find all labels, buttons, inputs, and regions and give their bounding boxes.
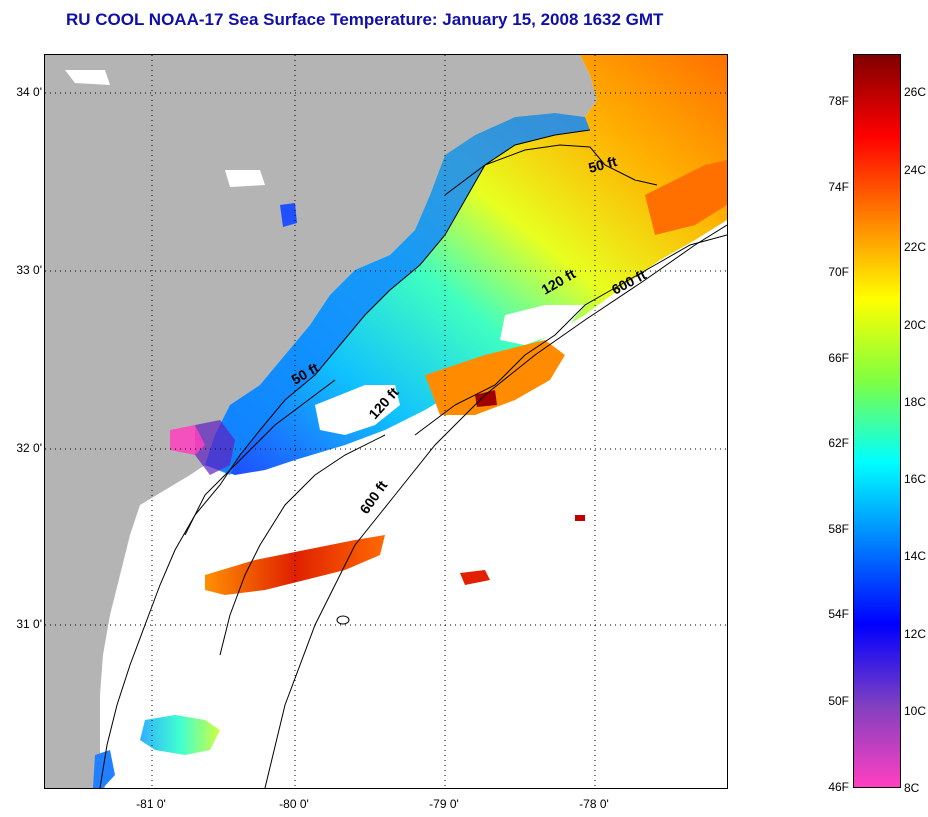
- map-title: RU COOL NOAA-17 Sea Surface Temperature:…: [66, 10, 664, 29]
- colorbar-label-46f: 46F: [828, 780, 849, 794]
- colorbar-label-8c: 8C: [904, 781, 920, 795]
- sst-warm-patch-ne: [645, 160, 727, 235]
- colorbar-label-20c: 20C: [904, 318, 927, 332]
- lat-label-32: 32 0': [16, 441, 42, 455]
- sst-warm-filament-2: [460, 570, 490, 585]
- lat-label-31: 31 0': [16, 617, 42, 631]
- isobath-120ft: [414, 234, 727, 436]
- graticule: [45, 55, 727, 788]
- colorbar-label-70f: 70F: [828, 265, 849, 279]
- colorbar-label-12c: 12C: [904, 627, 927, 641]
- isobath-50ft-south: [184, 379, 336, 536]
- lat-label-34: 34 0': [16, 85, 42, 99]
- temperature-colorbar: [853, 54, 901, 788]
- sst-magenta-patch: [170, 425, 205, 455]
- lon-label-80: -80 0': [279, 797, 309, 811]
- colorbar-label-22c: 22C: [904, 240, 927, 254]
- colorbar-label-78f: 78F: [828, 94, 849, 108]
- lon-label-81: -81 0': [136, 797, 166, 811]
- inland-speckle: [65, 70, 110, 85]
- land-mass: [45, 55, 597, 788]
- colorbar-label-66f: 66F: [828, 351, 849, 365]
- sst-map-canvas: 50 ft 120 ft 600 ft 50 ft 120 ft 600 ft: [45, 55, 727, 788]
- inland-speckle-2: [225, 170, 265, 187]
- colorbar-label-62f: 62F: [828, 436, 849, 450]
- isobath-120ft-south: [219, 434, 386, 656]
- colorbar-label-24c: 24C: [904, 163, 927, 177]
- sst-warm-dot: [575, 515, 585, 521]
- sst-cool-patch-south: [140, 715, 220, 755]
- sst-purple-patch: [195, 420, 235, 475]
- lon-label-79: -79 0': [429, 797, 459, 811]
- colorbar-label-26c: 26C: [904, 85, 927, 99]
- cloud-hole: [315, 385, 400, 435]
- colorbar-label-14c: 14C: [904, 549, 927, 563]
- lon-label-78: -78 0': [579, 797, 609, 811]
- cloud-hole-2: [500, 305, 585, 345]
- colorbar-label-74f: 74F: [828, 180, 849, 194]
- colorbar-label-58f: 58F: [828, 522, 849, 536]
- isobath-50ft: [444, 144, 658, 196]
- colorbar-label-50f: 50F: [828, 694, 849, 708]
- coastline: [99, 129, 591, 788]
- seamount-contour: [336, 615, 350, 625]
- colorbar-label-18c: 18C: [904, 395, 927, 409]
- sst-map: 50 ft 120 ft 600 ft 50 ft 120 ft 600 ft: [44, 54, 728, 789]
- isobath-label-50ft-north: 50 ft: [587, 153, 619, 176]
- sst-cool-patch-sw: [93, 750, 115, 788]
- sst-warm-dot-2: [475, 390, 497, 407]
- sst-cold-coastal-band: [205, 113, 590, 475]
- colorbar-label-16c: 16C: [904, 472, 927, 486]
- colorbar-label-54f: 54F: [828, 607, 849, 621]
- isobath-600ft: [264, 224, 727, 788]
- isobath-label-600ft-south: 600 ft: [356, 477, 390, 516]
- colorbar-label-10c: 10C: [904, 704, 927, 718]
- inland-speckle-3: [280, 203, 297, 227]
- lat-label-33: 33 0': [16, 263, 42, 277]
- sst-field-main: [205, 55, 727, 475]
